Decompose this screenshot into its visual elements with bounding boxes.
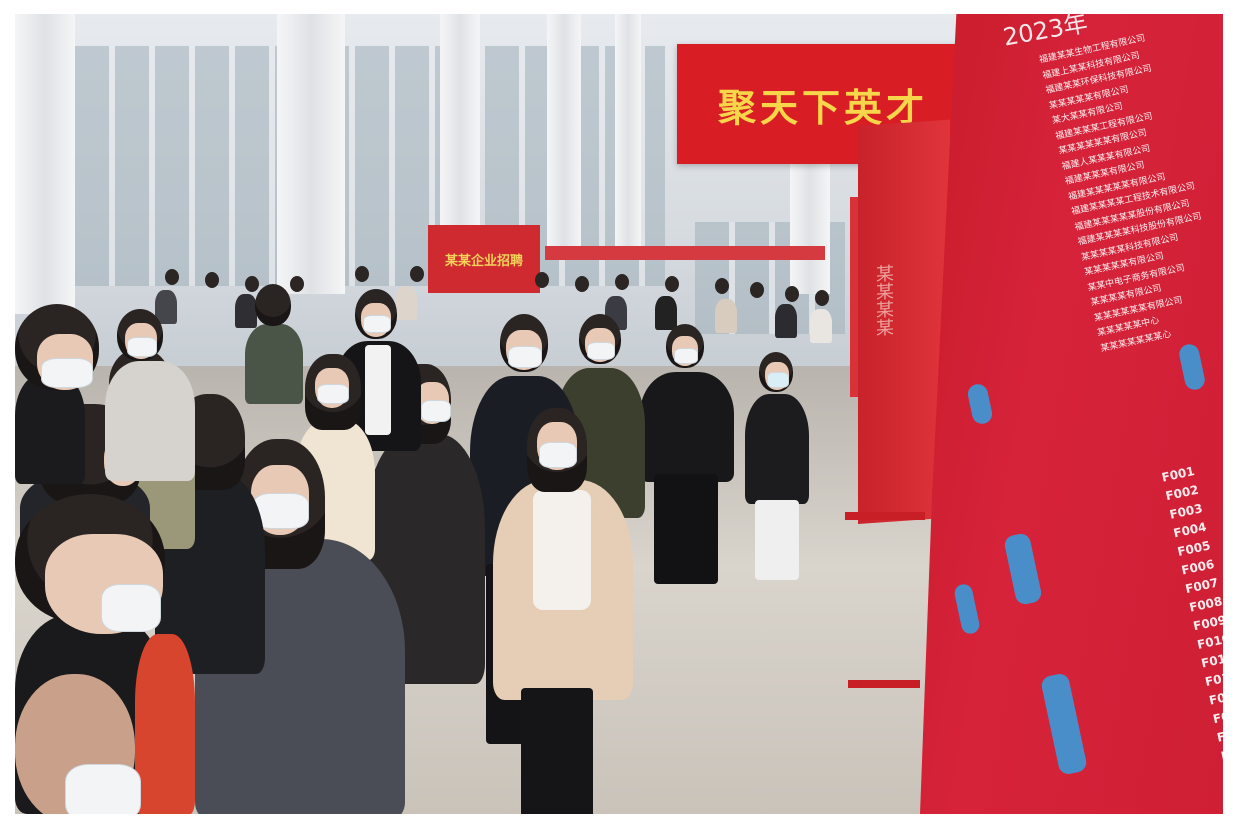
slogan-text: 聚天下英才: [717, 85, 928, 130]
background-person: [575, 276, 589, 292]
hall-pillar: [547, 14, 581, 254]
background-person: [715, 278, 729, 294]
background-person-body: [395, 286, 417, 320]
crowd: [15, 14, 1223, 814]
hall-pillar: [790, 164, 830, 294]
photo-frame: 某某企业招聘 聚天下英才 某某某某 2023年 福建某某生物工程有限公司 福建上某…: [15, 14, 1223, 814]
background-person: [785, 286, 799, 302]
hall-pillar: [277, 14, 345, 294]
background-person-body: [775, 304, 797, 338]
background-person-body: [155, 290, 177, 324]
company-list-board: 2023年 福建某某生物工程有限公司 福建上某某科技有限公司 福建某某环保科技有限公…: [920, 14, 1223, 814]
background-person-body: [715, 299, 737, 333]
background-person-body: [655, 296, 677, 330]
background-person: [535, 272, 549, 288]
background-person: [615, 274, 629, 290]
background-person: [205, 272, 219, 288]
background-person: [410, 266, 424, 282]
hall-window-band: [75, 46, 455, 286]
background-person: [815, 290, 829, 306]
hall-pillar: [615, 14, 641, 254]
background-person-body: [235, 294, 257, 328]
hall-pillar: [440, 14, 480, 254]
background-person: [290, 276, 304, 292]
board-stand: [848, 680, 920, 688]
hall-pillar: [15, 14, 75, 314]
board-stand: [845, 512, 925, 520]
back-red-strip: [545, 246, 825, 260]
background-person-body: [810, 309, 832, 343]
background-person: [165, 269, 179, 285]
background-person: [750, 282, 764, 298]
background-person: [665, 276, 679, 292]
background-person: [355, 266, 369, 282]
back-red-banner: 某某企业招聘: [428, 225, 540, 293]
background-person: [245, 276, 259, 292]
